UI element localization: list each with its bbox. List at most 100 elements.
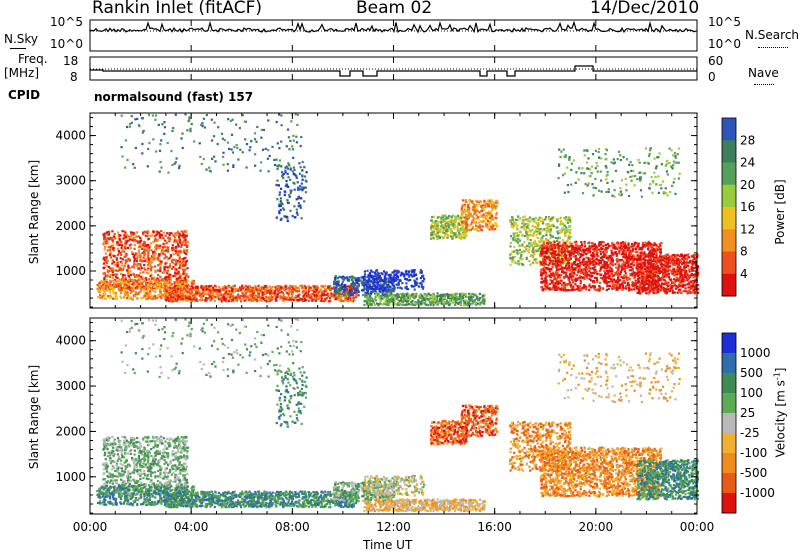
power-cell	[155, 234, 158, 237]
power-cell	[461, 199, 465, 202]
power-cell	[144, 295, 147, 298]
power-cell	[614, 263, 617, 266]
power-cell	[124, 247, 127, 250]
power-cell	[160, 296, 163, 299]
power-cell	[179, 251, 182, 254]
power-cell	[153, 278, 156, 281]
power-cell	[581, 243, 584, 246]
power-cell	[477, 299, 480, 302]
power-cell	[161, 249, 164, 252]
power-cell	[105, 297, 108, 300]
power-cell	[167, 248, 170, 251]
power-cell	[535, 226, 538, 229]
power-cell	[185, 289, 188, 292]
power-cell	[143, 285, 146, 288]
power-cell	[537, 232, 540, 235]
power-cell	[153, 256, 156, 259]
power-cell	[261, 293, 264, 297]
power-cell	[269, 294, 272, 297]
power-cell	[326, 292, 329, 295]
power-cell	[178, 293, 181, 296]
power-cell	[105, 280, 108, 283]
power-cell	[183, 250, 186, 253]
power-cell	[161, 236, 164, 239]
power-cell	[317, 293, 320, 296]
power-cell	[621, 288, 624, 291]
power-cell	[452, 227, 455, 230]
power-cell	[142, 232, 145, 235]
power-cell	[399, 292, 402, 295]
power-cell	[103, 272, 106, 275]
power-cell	[448, 299, 452, 302]
power-cell	[448, 220, 451, 223]
power-cell	[533, 241, 536, 244]
power-cell	[324, 299, 327, 302]
power-cell	[160, 234, 163, 237]
power-cell	[102, 237, 106, 240]
power-cell	[357, 277, 360, 280]
power-cell	[445, 217, 448, 220]
power-cell	[173, 290, 176, 294]
power-cell	[170, 267, 173, 270]
power-cell	[184, 239, 187, 242]
power-cell	[527, 242, 531, 245]
power-cell	[430, 225, 433, 228]
power-cell	[209, 299, 212, 302]
power-cell	[491, 218, 495, 221]
power-cell	[181, 293, 184, 296]
power-cell	[442, 296, 445, 300]
power-cell	[353, 287, 356, 290]
power-cell	[111, 230, 114, 233]
power-cell	[276, 284, 279, 288]
power-cell	[136, 287, 139, 290]
power-cell	[458, 236, 461, 239]
power-cell	[348, 294, 351, 297]
nave-tick-top: 60	[708, 54, 724, 68]
power-cell	[624, 241, 627, 244]
power-cell	[237, 295, 240, 298]
power-cell	[449, 295, 452, 298]
power-cell	[569, 262, 572, 265]
power-cell	[536, 248, 539, 251]
power-cell	[175, 289, 178, 292]
power-cell	[145, 271, 148, 274]
power-cell	[478, 303, 481, 306]
power-cell	[435, 296, 439, 299]
power-cell	[338, 291, 341, 294]
power-cell	[156, 277, 159, 280]
power-cell	[320, 288, 323, 291]
power-cell	[564, 233, 567, 236]
power-cell	[196, 285, 199, 288]
power-cell	[474, 301, 477, 305]
power-cell	[275, 296, 278, 299]
power-cell	[255, 288, 258, 291]
power-cell	[184, 262, 187, 265]
power-cell	[137, 251, 140, 254]
power-cell	[142, 295, 146, 298]
power-cell	[147, 272, 150, 275]
power-cell	[452, 298, 455, 301]
power-cell	[277, 285, 280, 288]
power-cell	[185, 284, 188, 287]
power-cell	[455, 292, 458, 295]
power-cell	[295, 290, 298, 293]
power-cell	[177, 296, 180, 299]
power-cell	[175, 262, 179, 265]
power-cell	[489, 211, 492, 214]
power-cell	[186, 279, 189, 283]
power-cell	[612, 274, 615, 277]
power-cell	[550, 254, 553, 257]
power-cell	[560, 221, 563, 224]
power-cell	[391, 288, 394, 291]
power-cell	[463, 203, 466, 206]
power-cell	[510, 225, 513, 228]
power-cell	[526, 226, 529, 229]
power-cell	[112, 249, 115, 252]
power-cell	[169, 255, 173, 258]
power-cell	[173, 292, 177, 295]
power-cell	[303, 293, 306, 296]
power-cell	[456, 225, 459, 228]
power-cell	[337, 298, 340, 301]
power-cell	[565, 271, 568, 274]
power-cell	[472, 205, 475, 208]
